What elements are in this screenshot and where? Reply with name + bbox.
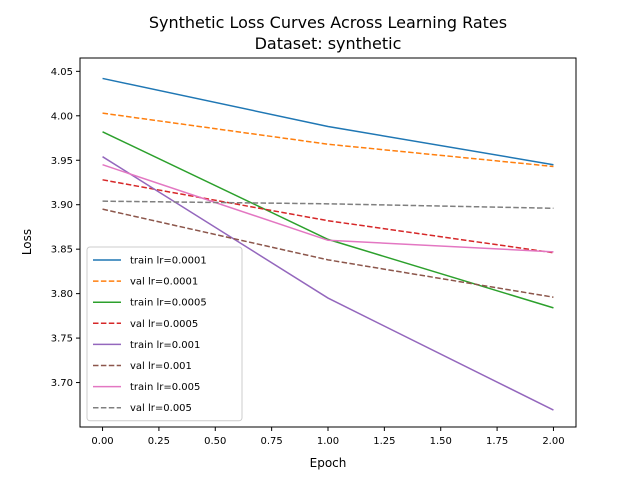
x-tick-label: 2.00 — [542, 436, 564, 447]
y-tick-label: 3.85 — [51, 245, 73, 256]
y-tick-label: 4.00 — [51, 111, 73, 122]
plot-area — [102, 77, 554, 411]
y-tick-label: 3.90 — [51, 200, 73, 211]
x-tick-label: 0.00 — [91, 436, 113, 447]
legend: train lr=0.0001 val lr=0.0001 train lr=0.0… — [86, 246, 243, 422]
y-tick-label: 3.75 — [51, 334, 73, 345]
chart-subtitle: Dataset: synthetic — [255, 34, 402, 53]
x-axis-label: Epoch — [310, 456, 347, 470]
legend-label: val lr=0.005 — [130, 403, 192, 414]
series-line — [102, 163, 554, 253]
x-tick-label: 1.25 — [373, 436, 395, 447]
series-line — [102, 112, 554, 168]
y-tick-label: 3.80 — [51, 289, 73, 300]
x-tick-label: 1.00 — [317, 436, 339, 447]
y-tick-label: 4.05 — [51, 67, 73, 78]
legend-label: train lr=0.0005 — [130, 298, 207, 309]
legend-box — [86, 246, 243, 422]
x-tick-label: 0.50 — [204, 436, 226, 447]
x-tick-label: 0.75 — [261, 436, 283, 447]
legend-label: train lr=0.001 — [130, 340, 200, 351]
legend-label: val lr=0.001 — [130, 361, 192, 372]
legend-label: val lr=0.0005 — [130, 319, 198, 330]
legend-label: train lr=0.005 — [130, 382, 200, 393]
series-line — [102, 200, 554, 210]
x-axis: 0.00 0.25 0.50 0.75 1.00 1.25 1.50 1.75 2.00 — [91, 427, 565, 447]
series-line — [102, 156, 554, 411]
x-tick-label: 1.50 — [430, 436, 452, 447]
x-tick-label: 1.75 — [486, 436, 508, 447]
legend-label: val lr=0.0001 — [130, 277, 198, 288]
series-line — [102, 77, 554, 166]
legend-label: train lr=0.0001 — [130, 256, 207, 267]
chart-title: Synthetic Loss Curves Across Learning Ra… — [149, 13, 507, 32]
x-tick-label: 0.25 — [148, 436, 170, 447]
y-tick-label: 3.95 — [51, 156, 73, 167]
series-line — [102, 179, 554, 254]
series-line — [102, 208, 554, 298]
y-axis-label: Loss — [20, 229, 34, 255]
y-axis: 3.70 3.75 3.80 3.85 3.90 3.95 4.00 4.05 — [51, 67, 80, 389]
y-tick-label: 3.70 — [51, 378, 73, 389]
